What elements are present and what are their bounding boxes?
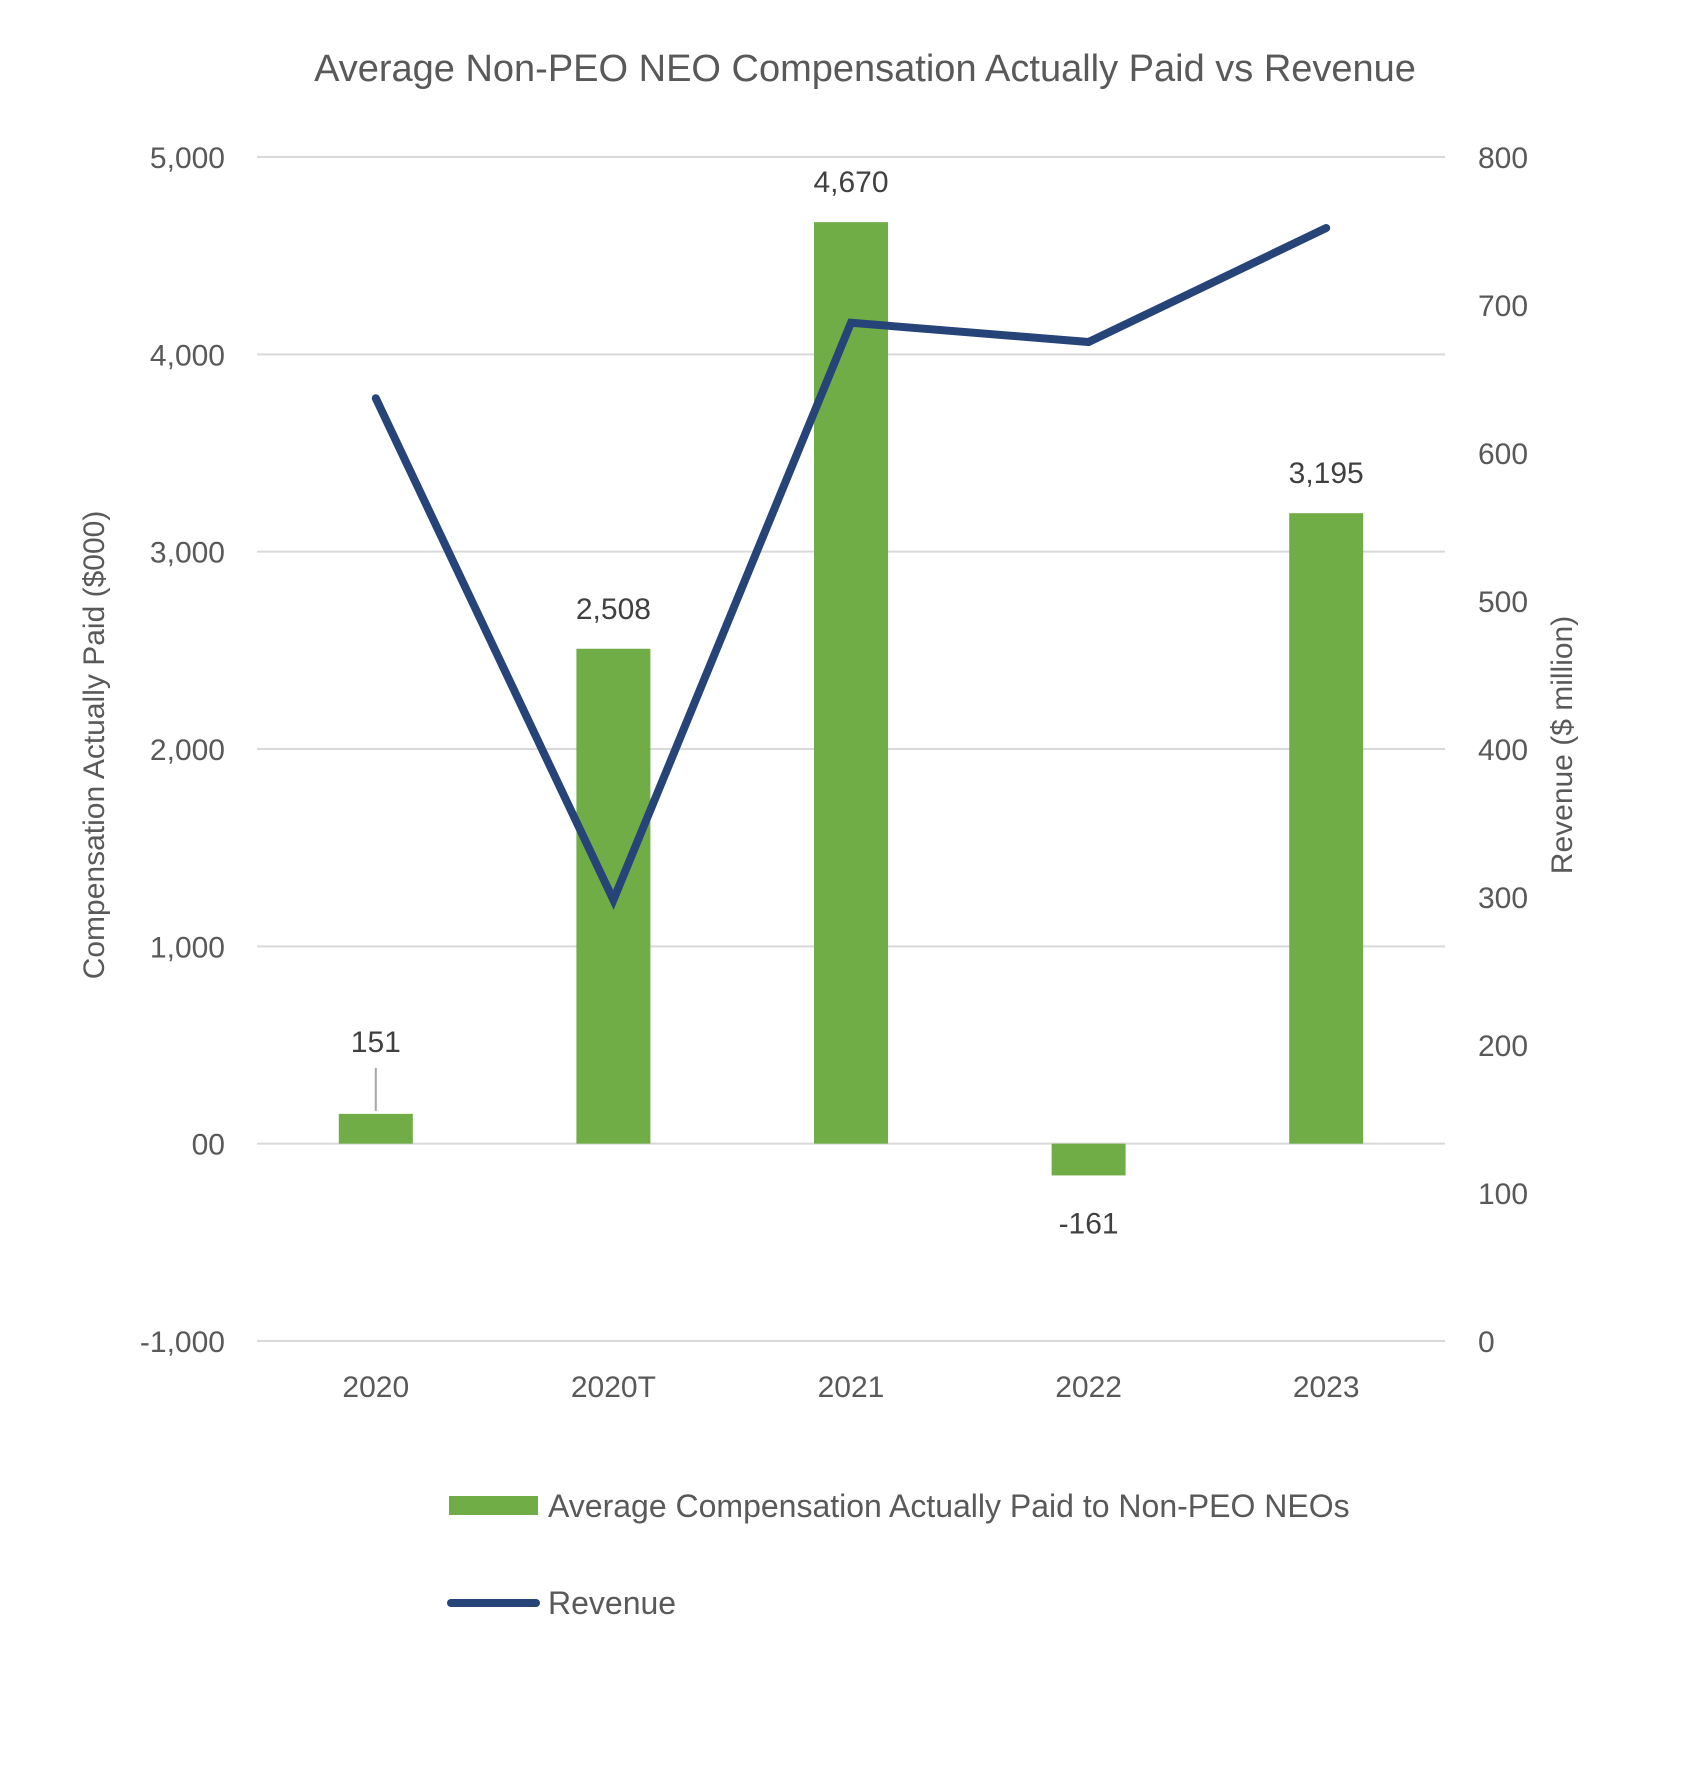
left-axis-title: Compensation Actually Paid ($000) xyxy=(78,511,111,980)
right-tick-label: 500 xyxy=(1478,586,1528,619)
legend: Average Compensation Actually Paid to No… xyxy=(447,1488,1350,1621)
right-tick-label: 300 xyxy=(1478,882,1528,915)
left-tick-label: 1,000 xyxy=(150,931,225,964)
bar xyxy=(338,1113,413,1144)
left-tick-label: 3,000 xyxy=(150,537,225,570)
bar xyxy=(1051,1143,1126,1176)
data-label: 151 xyxy=(351,1026,401,1059)
right-tick-label: 100 xyxy=(1478,1178,1528,1211)
data-labels: 151 2,508 4,670 -161 3,195 xyxy=(351,166,1364,1240)
bar xyxy=(1289,513,1364,1144)
left-axis-ticks: -1,000 00 1,000 2,000 3,000 4,000 5,000 xyxy=(140,142,225,1359)
legend-label-line: Revenue xyxy=(548,1585,676,1621)
right-tick-label: 800 xyxy=(1478,142,1528,175)
chart-title: Average Non-PEO NEO Compensation Actuall… xyxy=(314,48,1416,90)
right-tick-label: 400 xyxy=(1478,734,1528,767)
data-label: 2,508 xyxy=(576,593,651,626)
x-tick-label: 2022 xyxy=(1055,1371,1122,1404)
data-label: 4,670 xyxy=(813,166,888,199)
right-tick-label: 700 xyxy=(1478,290,1528,323)
x-tick-label: 2020T xyxy=(571,1371,656,1404)
revenue-line xyxy=(371,224,1331,910)
right-tick-label: 600 xyxy=(1478,438,1528,471)
right-tick-label: 0 xyxy=(1478,1326,1495,1359)
bar xyxy=(814,222,888,1144)
x-tick-label: 2021 xyxy=(818,1371,885,1404)
left-tick-label: 5,000 xyxy=(150,142,225,175)
legend-label-bar: Average Compensation Actually Paid to No… xyxy=(548,1488,1350,1524)
bars xyxy=(338,222,1364,1176)
legend-swatch-bar xyxy=(449,1496,538,1515)
data-label: 3,195 xyxy=(1289,457,1364,490)
right-tick-label: 200 xyxy=(1478,1030,1528,1063)
x-axis-ticks: 2020 2020T 2021 2022 2023 xyxy=(342,1371,1359,1404)
data-label: -161 xyxy=(1059,1207,1119,1240)
x-tick-label: 2020 xyxy=(342,1371,409,1404)
left-tick-label: -1,000 xyxy=(140,1326,225,1359)
revenue-line-group xyxy=(371,224,1331,910)
left-tick-label: 2,000 xyxy=(150,734,225,767)
right-axis-title: Revenue ($ million) xyxy=(1546,616,1579,874)
left-tick-label: 4,000 xyxy=(150,339,225,372)
right-axis-ticks: 0 100 200 300 400 500 600 700 800 xyxy=(1478,142,1528,1359)
left-tick-label: 00 xyxy=(192,1129,225,1162)
x-tick-label: 2023 xyxy=(1293,1371,1360,1404)
